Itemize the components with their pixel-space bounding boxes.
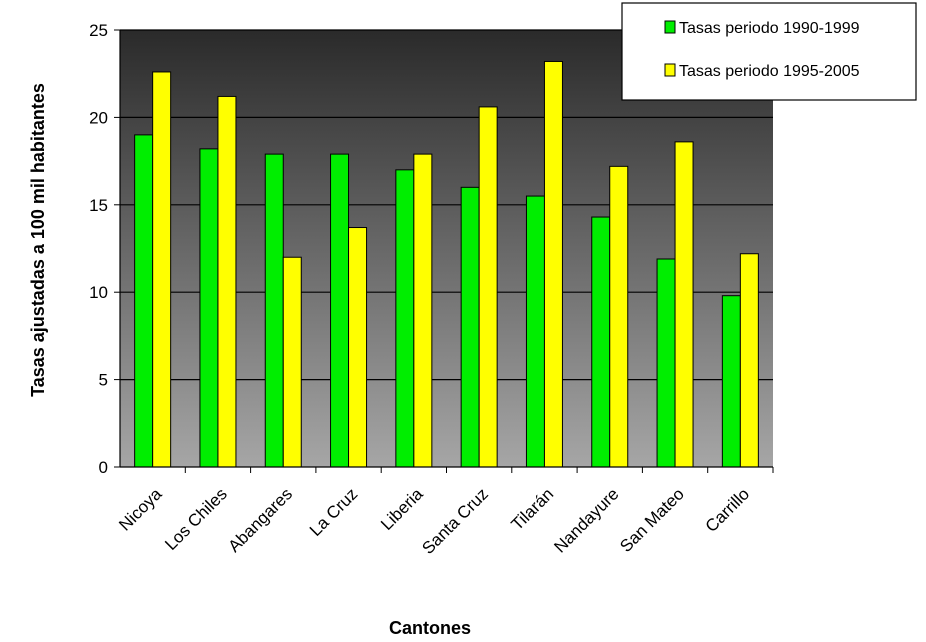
x-category-label: Nicoya	[115, 484, 166, 535]
x-axis-title: Cantones	[389, 618, 471, 638]
y-axis-title: Tasas ajustadas a 100 mil habitantes	[28, 83, 48, 397]
x-category-label: Los Chiles	[161, 484, 231, 554]
bar-series-1995-2005-1	[217, 95, 237, 468]
legend-label: Tasas periodo 1990-1999	[679, 20, 860, 37]
legend-label: Tasas periodo 1995-2005	[679, 63, 860, 80]
y-tick-label: 25	[89, 21, 108, 40]
bar-series-1990-1999-9	[721, 295, 741, 468]
x-category-label: La Cruz	[306, 484, 362, 540]
y-tick-label: 0	[99, 458, 108, 477]
bar-series-1990-1999-6	[525, 195, 545, 468]
y-tick-label: 5	[99, 371, 108, 390]
bar-series-1990-1999-0	[134, 134, 154, 468]
y-tick-label: 10	[89, 283, 108, 302]
x-category-label: Tilarán	[508, 484, 558, 534]
legend-box	[621, 2, 917, 101]
bar-series-1995-2005-2	[282, 256, 302, 468]
bar-series-1995-2005-5	[478, 106, 498, 468]
y-tick-label: 20	[89, 108, 108, 127]
bar-series-1995-2005-8	[674, 141, 694, 468]
bar-series-1995-2005-9	[739, 253, 759, 468]
x-category-label: Santa Cruz	[418, 484, 492, 558]
bar-series-1995-2005-7	[609, 165, 629, 468]
x-category-label: Carrillo	[702, 484, 754, 536]
x-category-label: San Mateo	[616, 484, 688, 556]
legend-swatch	[664, 63, 676, 77]
bar-series-1990-1999-7	[591, 216, 611, 468]
axes	[114, 29, 774, 473]
y-tick-label: 15	[89, 196, 108, 215]
bar-series-1990-1999-5	[460, 186, 480, 468]
bar-series-1990-1999-4	[395, 169, 415, 468]
legend: Tasas periodo 1990-1999 Tasas periodo 199…	[621, 2, 917, 101]
bar-series-1990-1999-8	[656, 258, 676, 468]
bar-series-1995-2005-6	[543, 60, 563, 468]
bar-series-1995-2005-4	[413, 153, 433, 468]
x-category-label: Abangares	[224, 484, 296, 556]
legend-swatch	[664, 20, 676, 34]
bar-series-1995-2005-0	[152, 71, 172, 468]
y-tick-labels: 0 5 10 15 20 25	[89, 21, 108, 477]
x-category-label: Liberia	[377, 484, 427, 534]
bar-series-1990-1999-1	[199, 148, 219, 468]
bar-series-1995-2005-3	[348, 227, 368, 468]
x-category-label: Nandayure	[550, 484, 622, 556]
bar-series-1990-1999-2	[264, 153, 284, 468]
bar-series-1990-1999-3	[330, 153, 350, 468]
